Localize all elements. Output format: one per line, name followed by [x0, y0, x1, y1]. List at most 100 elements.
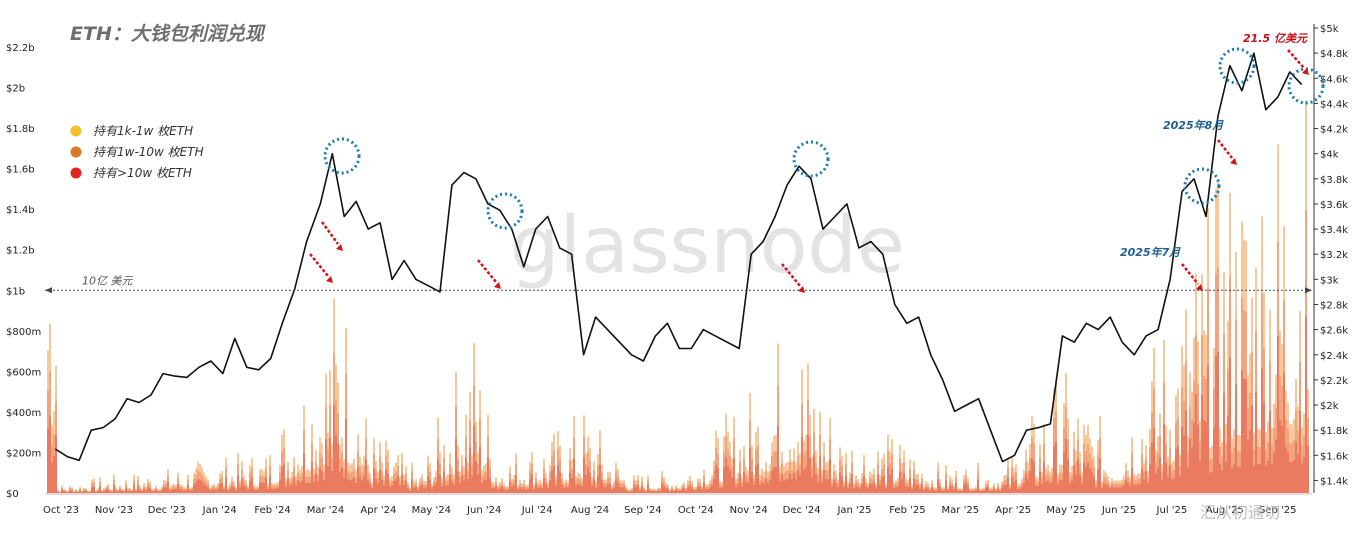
- profit-bar-inner: [977, 479, 979, 493]
- profit-bar-inner: [733, 458, 735, 493]
- profit-bar-inner: [719, 487, 721, 493]
- profit-bar-inner: [655, 491, 657, 493]
- profit-bar-inner: [145, 490, 147, 493]
- profit-bar-inner: [537, 487, 539, 493]
- right-tick-label: $2.4k: [1320, 351, 1348, 362]
- profit-bar-inner: [793, 472, 795, 493]
- profit-bar-inner: [737, 483, 739, 493]
- profit-bar-inner: [113, 484, 115, 493]
- profit-bar-inner: [603, 486, 605, 493]
- profit-bar-inner: [473, 425, 475, 493]
- profit-bar-inner: [1071, 480, 1073, 493]
- profit-bar-inner: [819, 456, 821, 493]
- profit-bar-inner: [459, 483, 461, 493]
- profit-bar-inner: [771, 470, 773, 493]
- profit-bar-inner: [183, 490, 185, 493]
- profit-bar-inner: [1189, 438, 1191, 493]
- profit-bar-inner: [871, 484, 873, 493]
- profit-bar-inner: [1179, 475, 1181, 493]
- profit-bar-inner: [513, 484, 515, 493]
- profit-bar-inner: [909, 477, 911, 493]
- right-tick-label: $1.8k: [1320, 426, 1348, 437]
- profit-bar-inner: [151, 491, 153, 493]
- profit-bar-inner: [723, 467, 725, 493]
- profit-bar-inner: [265, 477, 267, 493]
- profit-bar-inner: [1263, 402, 1265, 493]
- profit-bar-inner: [383, 485, 385, 493]
- profit-bar-inner: [585, 475, 587, 493]
- profit-bar-inner: [213, 489, 215, 493]
- profit-bar-inner: [489, 477, 491, 493]
- profit-bar-inner: [1107, 485, 1109, 493]
- profit-bar-inner: [1019, 488, 1021, 493]
- profit-bar-inner: [573, 458, 575, 493]
- profit-bar-inner: [1191, 447, 1193, 493]
- profit-bar-inner: [435, 483, 437, 493]
- profit-bar-inner: [765, 479, 767, 493]
- profit-bar-inner: [1281, 426, 1283, 493]
- profit-bar-inner: [757, 463, 759, 493]
- profit-bar-inner: [1245, 379, 1247, 493]
- profit-bar-inner: [681, 489, 683, 493]
- profit-bar-inner: [1049, 483, 1051, 493]
- profit-bar-inner: [413, 487, 415, 493]
- profit-bar-inner: [1199, 460, 1201, 493]
- profit-bar-inner: [979, 490, 981, 493]
- arrow-jul-25: [1181, 263, 1199, 285]
- profit-bar-inner: [511, 486, 513, 493]
- profit-bar-inner: [783, 480, 785, 493]
- profit-bar-inner: [1033, 461, 1035, 493]
- profit-bar-inner: [851, 474, 853, 493]
- profit-bar-inner: [899, 471, 901, 493]
- profit-bar-inner: [1181, 426, 1183, 493]
- profit-bar-inner: [389, 486, 391, 493]
- profit-bar-inner: [401, 474, 403, 493]
- profit-bar-inner: [379, 470, 381, 493]
- profit-bar-inner: [631, 490, 633, 493]
- profit-bar-inner: [789, 473, 791, 493]
- profit-bar-inner: [475, 460, 477, 493]
- profit-bar-inner: [557, 465, 559, 493]
- profit-bar-inner: [251, 477, 253, 493]
- profit-bar-inner: [97, 490, 99, 493]
- profit-bar-inner: [59, 492, 61, 493]
- profit-bar-inner: [1275, 439, 1277, 493]
- profit-bar-inner: [521, 488, 523, 493]
- profit-bar-inner: [443, 471, 445, 493]
- profit-bar-inner: [425, 487, 427, 493]
- profit-bar-inner: [965, 482, 967, 493]
- profit-bar-inner: [817, 481, 819, 493]
- profit-bar-inner: [1201, 394, 1203, 493]
- profit-bar-inner: [1111, 486, 1113, 493]
- profit-bar-inner: [595, 487, 597, 493]
- profit-bar-inner: [419, 486, 421, 493]
- profit-bar-inner: [1233, 464, 1235, 493]
- profit-bar-inner: [1057, 484, 1059, 493]
- profit-area-series: [47, 100, 1309, 494]
- profit-bar-inner: [747, 482, 749, 493]
- profit-bar-inner: [141, 491, 143, 493]
- profit-bar-inner: [897, 486, 899, 493]
- profit-bar-inner: [935, 490, 937, 493]
- peak-circle-sep-25: [1287, 67, 1325, 105]
- profit-bar-inner: [209, 490, 211, 493]
- profit-bar-inner: [69, 489, 71, 493]
- profit-bar-inner: [349, 480, 351, 493]
- profit-bar-inner: [179, 489, 181, 493]
- profit-bar-inner: [233, 487, 235, 493]
- profit-bar-inner: [633, 485, 635, 493]
- profit-bar-inner: [1259, 464, 1261, 493]
- profit-bar-inner: [1051, 481, 1053, 493]
- annotation-aug-2025: 2025年8月: [1163, 119, 1224, 132]
- profit-bar-inner: [847, 488, 849, 493]
- profit-bar-inner: [1121, 486, 1123, 493]
- profit-bar-inner: [925, 487, 927, 493]
- profit-bar-inner: [895, 487, 897, 493]
- profit-bar-inner: [539, 487, 541, 493]
- profit-bar-inner: [985, 487, 987, 493]
- profit-bar-inner: [581, 486, 583, 493]
- profit-bar-inner: [519, 487, 521, 493]
- x-tick-label: Mar '25: [942, 505, 980, 516]
- profit-bar-inner: [431, 489, 433, 493]
- annotation-arrows: [309, 49, 1305, 287]
